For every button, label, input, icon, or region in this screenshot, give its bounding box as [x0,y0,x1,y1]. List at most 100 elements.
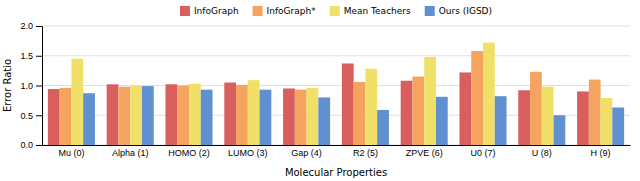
bar [118,87,130,145]
tick-mark [36,145,42,146]
bar [412,77,424,145]
bar [201,90,213,145]
bar [307,88,319,145]
axis-domain [43,145,631,146]
tick-label: 1.5 [20,51,33,61]
tick: 1.0 [20,81,42,91]
bar [518,90,530,145]
bar [142,86,154,145]
bar [342,63,354,145]
tick-label: Mu (0) [58,148,84,158]
y-axis: 0.0 0.5 1.0 1.5 2.0 [20,21,42,150]
legend-swatch [253,6,263,16]
grid [42,26,630,145]
bar [130,86,142,146]
bar [401,81,413,145]
tick-label: U (8) [532,148,552,158]
bar [165,84,177,145]
legend: InfoGraph InfoGraph* Mean Teachers Ours (IG… [180,6,492,16]
legend-label: Mean Teachers [344,6,411,16]
bar [542,87,554,145]
tick: 2.0 [20,21,42,31]
bar [459,72,471,145]
bar [107,84,119,145]
tick-label: ZPVE (6) [406,148,443,158]
tick-label: 0.5 [20,111,33,121]
bar [424,57,436,145]
x-axis-title: Molecular Properties [285,167,387,178]
tick: 0.0 [20,140,42,150]
bar [377,110,389,145]
bar [71,59,83,145]
tick: R2 (5) [353,148,378,158]
tick: Alpha (1) [112,148,149,158]
legend-swatch [330,6,340,16]
tick-label: 2.0 [20,21,33,31]
legend-item: Ours (IGSD) [425,6,492,16]
tick-label: Gap (4) [291,148,322,158]
tick: U (8) [532,148,552,158]
legend-label: Ours (IGSD) [439,6,492,16]
legend-item: Mean Teachers [330,6,411,16]
tick-label: R2 (5) [353,148,378,158]
bar [189,84,201,145]
bar [83,93,95,145]
tick: 0.5 [20,111,42,121]
tick: Gap (4) [291,148,322,158]
tick-label: Alpha (1) [112,148,149,158]
legend-item: InfoGraph [180,6,239,16]
chart: 0.0 0.5 1.0 1.5 2.0 Mu (0) Alpha (1) HOMO (2) LU… [0,0,640,181]
bar [483,43,495,145]
y-axis-title: Error Ratio [2,59,13,112]
bar [601,98,613,145]
bar [471,51,483,145]
tick-label: U0 (7) [470,148,495,158]
tick: Mu (0) [58,148,84,158]
grid-line [42,55,630,56]
bar [236,85,248,145]
axis-domain [36,27,43,146]
legend-label: InfoGraph [194,6,239,16]
bar-series [60,51,601,145]
bar [295,90,307,145]
bar-series [71,43,612,145]
tick: ZPVE (6) [406,148,443,158]
tick-mark [36,56,42,57]
plot: 0.0 0.5 1.0 1.5 2.0 Mu (0) Alpha (1) HOMO (2) LU… [20,21,630,158]
bar [283,88,295,145]
bar [530,72,542,145]
tick: HOMO (2) [168,148,210,158]
legend-label: InfoGraph* [267,6,317,16]
x-axis: Mu (0) Alpha (1) HOMO (2) LUMO (3) Gap (4) R2… [43,146,631,159]
bar [260,90,272,145]
tick-label: LUMO (3) [228,148,268,158]
bar [248,80,260,145]
bars [48,43,624,145]
bar [354,82,366,145]
bar [60,88,72,145]
tick: LUMO (3) [228,148,268,158]
tick-mark [36,115,42,116]
tick-label: H (9) [591,148,611,158]
grid-line [42,26,630,27]
bar [554,115,566,145]
tick-mark [36,26,42,27]
tick: U0 (7) [470,148,495,158]
bar [495,96,507,145]
bar [436,97,448,145]
bar [365,69,377,145]
bar [224,83,236,145]
tick-label: 0.0 [20,140,33,150]
tick: H (9) [591,148,611,158]
legend-item: InfoGraph* [253,6,317,16]
tick-mark [36,86,42,87]
bar-series [83,86,624,145]
bar-series [48,63,589,145]
bar [177,86,189,146]
legend-swatch [180,6,190,16]
tick: 1.5 [20,51,42,61]
bar [318,97,330,145]
bar [48,89,60,145]
tick-label: 1.0 [20,81,33,91]
bar [589,80,601,145]
